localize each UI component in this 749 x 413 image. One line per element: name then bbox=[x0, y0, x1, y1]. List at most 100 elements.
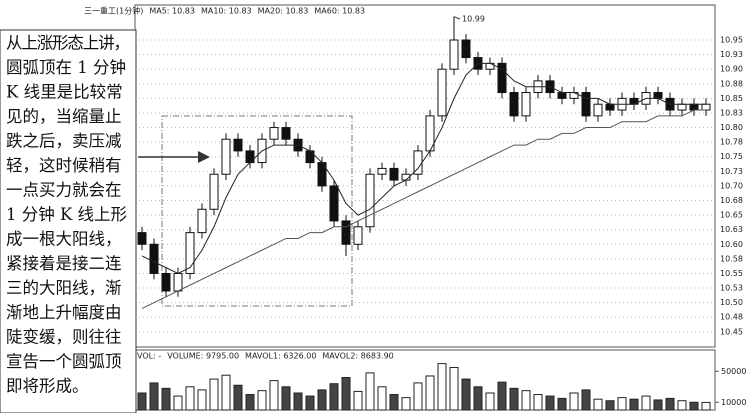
volume-tick-label: 10000 bbox=[721, 398, 746, 407]
volume-bar bbox=[689, 401, 699, 411]
candle-body bbox=[137, 232, 147, 245]
header-text: MA60: 10.83 bbox=[314, 7, 365, 16]
arrow-head bbox=[198, 151, 210, 163]
volume-bar bbox=[605, 400, 615, 411]
ma-line bbox=[141, 109, 706, 309]
candle-body bbox=[161, 272, 171, 292]
candle-body bbox=[197, 208, 207, 234]
volume-bar bbox=[233, 384, 243, 411]
text-box-line: 圆弧顶在 1 分钟 bbox=[6, 58, 126, 77]
volume-bar bbox=[437, 363, 447, 411]
text-box-line: K 线里是比较常 bbox=[6, 83, 123, 102]
text-box-line: 1 分钟 K 线上形 bbox=[6, 205, 127, 224]
volume-bar bbox=[245, 394, 255, 411]
text-box-line: 渐地上升幅度由 bbox=[6, 303, 122, 322]
header-text: MA5: 10.83 bbox=[149, 7, 195, 16]
volume-bar bbox=[281, 386, 291, 411]
y-tick-label: 10.48 bbox=[720, 313, 743, 322]
candle-body bbox=[329, 185, 339, 222]
annotation: 10.99 bbox=[462, 15, 485, 24]
candle-body bbox=[653, 92, 663, 99]
candle-body bbox=[353, 226, 363, 245]
candle-body bbox=[677, 103, 687, 111]
volume-bar bbox=[329, 383, 339, 411]
candle-body bbox=[233, 138, 243, 152]
y-tick-label: 10.93 bbox=[720, 50, 743, 59]
volume-bar bbox=[449, 366, 459, 411]
y-tick-label: 10.50 bbox=[720, 298, 743, 307]
candle-body bbox=[449, 39, 459, 70]
text-box-line: 从上涨形态上讲， bbox=[6, 34, 130, 53]
candle-body bbox=[521, 92, 531, 117]
volume-bar bbox=[485, 392, 495, 411]
volume-bar bbox=[521, 390, 531, 411]
y-tick-label: 10.85 bbox=[720, 94, 743, 103]
y-tick-label: 10.73 bbox=[720, 167, 743, 176]
candle-body bbox=[389, 167, 399, 181]
text-box-line: 跌之后，卖压减 bbox=[6, 132, 122, 151]
annotation-leader bbox=[453, 16, 461, 20]
volume-bar bbox=[173, 395, 183, 411]
text-box-line: 一点买力就会在 bbox=[6, 181, 122, 200]
volume-bar bbox=[677, 400, 687, 411]
volume-bar bbox=[425, 375, 435, 411]
volume-bar bbox=[413, 382, 423, 411]
volume-bar bbox=[317, 389, 327, 411]
candle-body bbox=[245, 150, 255, 164]
volume-bar bbox=[701, 401, 711, 411]
y-tick-label: 10.90 bbox=[720, 65, 743, 74]
header-text: MA20: 10.83 bbox=[258, 7, 309, 16]
volume-header-text: MAVOL2: 8683.90 bbox=[322, 352, 393, 361]
volume-bar bbox=[509, 387, 519, 411]
volume-bar bbox=[197, 389, 207, 411]
text-box-line: 三的大阳线，渐 bbox=[6, 279, 122, 298]
volume-bar bbox=[653, 399, 663, 411]
y-tick-label: 10.80 bbox=[720, 123, 743, 132]
volume-bar bbox=[557, 397, 567, 411]
volume-bar bbox=[161, 387, 171, 411]
volume-header-text: VOL: - bbox=[137, 352, 161, 361]
volume-bar bbox=[497, 381, 507, 411]
candle-body bbox=[701, 103, 711, 111]
text-box-line: 宣告一个圆弧顶 bbox=[6, 352, 122, 371]
volume-bar bbox=[353, 390, 363, 411]
volume-bar bbox=[569, 392, 579, 411]
y-tick-label: 10.65 bbox=[720, 211, 743, 220]
volume-bar bbox=[617, 397, 627, 411]
candle-body bbox=[365, 173, 375, 228]
volume-bar bbox=[389, 394, 399, 411]
volume-bar bbox=[341, 377, 351, 411]
y-tick-label: 10.58 bbox=[720, 254, 743, 263]
candle-body bbox=[281, 127, 291, 140]
candle-body bbox=[593, 103, 603, 117]
header-text: 三一重工(1分钟) bbox=[84, 6, 143, 16]
y-tick-label: 10.70 bbox=[720, 181, 743, 190]
text-box-line: 陡变缓，则往往 bbox=[6, 328, 122, 347]
y-tick-label: 10.88 bbox=[720, 79, 743, 88]
volume-bar bbox=[473, 386, 483, 411]
volume-bar bbox=[257, 390, 267, 411]
volume-bar bbox=[365, 372, 375, 411]
volume-bar bbox=[293, 392, 303, 411]
volume-tick-label: 50000 bbox=[721, 367, 746, 376]
header-text: MA10: 10.83 bbox=[201, 7, 252, 16]
y-tick-label: 10.63 bbox=[720, 225, 743, 234]
text-box-line: 成一根大阳线， bbox=[6, 230, 122, 249]
volume-bar bbox=[137, 392, 147, 411]
y-tick-label: 10.83 bbox=[720, 108, 743, 117]
candle-body bbox=[185, 232, 195, 274]
candle-body bbox=[605, 103, 615, 111]
volume-bar bbox=[665, 397, 675, 411]
volume-bar bbox=[581, 389, 591, 411]
highlight-box bbox=[161, 115, 353, 307]
volume-bar bbox=[545, 395, 555, 411]
volume-header-text: MAVOL1: 6326.00 bbox=[245, 352, 316, 361]
volume-bar bbox=[221, 374, 231, 411]
volume-bar bbox=[593, 398, 603, 411]
text-box-line: 轻，这时候稍有 bbox=[6, 156, 122, 175]
candle-body bbox=[341, 220, 351, 245]
volume-bar bbox=[269, 380, 279, 411]
candle-body bbox=[689, 103, 699, 111]
volume-bar bbox=[629, 398, 639, 411]
